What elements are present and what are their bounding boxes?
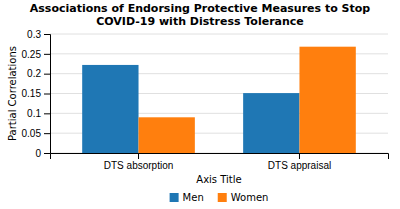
bar: [139, 117, 195, 153]
tick-label: 0.25: [22, 49, 42, 60]
tick-mark: [299, 153, 300, 159]
tick-mark: [44, 113, 50, 114]
tick-label: 0.05: [22, 128, 42, 139]
tick: 0.15: [22, 88, 50, 99]
legend-label: Men: [183, 192, 204, 203]
tick-mark: [44, 74, 50, 75]
tick-label: 0.1: [27, 108, 41, 119]
tick-label: DTS absorption: [104, 160, 173, 171]
tick: 0: [35, 148, 50, 159]
bar: [243, 93, 299, 153]
title: Associations of Endorsing Protective Mea…: [30, 2, 371, 28]
plot: 00.050.10.150.20.250.3DTS absorptionDTS …: [22, 29, 389, 171]
tick: DTS absorption: [104, 153, 173, 171]
tick-label: 0: [35, 148, 41, 159]
tick: 0.2: [27, 68, 50, 79]
tick-mark: [44, 153, 50, 154]
legend: Men Women: [170, 192, 269, 203]
bar: [299, 47, 355, 153]
tick-label: DTS appraisal: [268, 160, 331, 171]
tick-label: 0.15: [22, 88, 42, 99]
tick: 0.1: [27, 108, 50, 119]
axis-line: [51, 154, 389, 160]
tick: 0.05: [22, 128, 50, 139]
chart: Associations of Endorsing Protective Mea…: [0, 0, 400, 209]
tick: DTS appraisal: [268, 153, 331, 171]
legend-item: Women: [218, 192, 269, 203]
tick-mark: [138, 153, 139, 159]
x-axis-title: Axis Title: [196, 174, 241, 185]
y-axis: 0 0.05 0.1 0.15 0.2 0.25 0.3: [22, 29, 51, 159]
tick-mark: [44, 94, 50, 95]
bar: [82, 65, 138, 153]
tick-mark: [44, 34, 50, 35]
axis-line: [44, 35, 51, 154]
tick-label: 0.2: [27, 68, 41, 79]
tick-label: 0.3: [27, 29, 41, 40]
legend-swatch: [170, 193, 179, 202]
legend-item: Men: [170, 192, 204, 203]
y-axis-title: Partial Correlations: [7, 46, 18, 141]
grid: [50, 34, 388, 153]
legend-label: Women: [231, 192, 269, 203]
tick-mark: [44, 133, 50, 134]
tick: 0.25: [22, 49, 50, 60]
grid-line: [50, 34, 388, 35]
legend-swatch: [218, 193, 227, 202]
bars: [82, 47, 356, 153]
tick-mark: [44, 54, 50, 55]
tick: 0.3: [27, 29, 50, 40]
x-axis: DTS absorption DTS appraisal: [51, 153, 389, 171]
